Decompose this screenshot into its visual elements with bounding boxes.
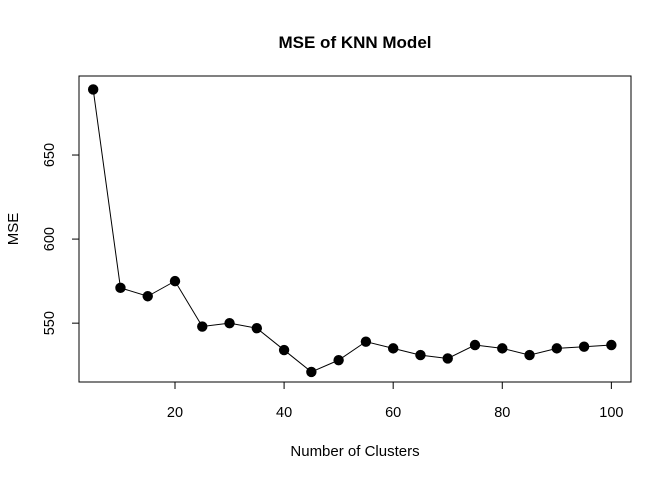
data-point — [551, 343, 563, 354]
x-tick-label: 40 — [276, 405, 292, 421]
x-tick-label: 20 — [167, 405, 183, 421]
x-tick-label: 60 — [385, 405, 401, 421]
x-tick-label: 100 — [599, 405, 623, 421]
x-tick-label: 80 — [494, 405, 510, 421]
data-point — [169, 275, 181, 287]
data-point — [251, 322, 263, 334]
data-point — [360, 336, 372, 347]
data-point — [115, 282, 126, 294]
y-axis-label: MSE — [5, 213, 22, 246]
x-axis-label: Number of Clusters — [290, 443, 419, 460]
y-tick-label: 550 — [42, 311, 58, 335]
y-tick-label: 650 — [42, 143, 58, 167]
data-point — [278, 344, 290, 356]
data-point — [415, 349, 426, 361]
series-line — [92, 89, 612, 373]
data-point — [142, 291, 153, 302]
data-point — [606, 339, 617, 351]
data-point — [306, 366, 317, 378]
x-axis: 20 40 60 80 100 — [167, 382, 623, 421]
data-point — [442, 353, 453, 364]
series-layer — [87, 84, 617, 378]
data-point — [578, 341, 590, 352]
data-point — [469, 339, 481, 351]
data-point — [524, 349, 535, 361]
data-point — [387, 343, 399, 354]
chart-title: MSE of KNN Model — [279, 33, 432, 52]
data-point — [497, 343, 508, 354]
data-point — [197, 321, 208, 332]
plot-frame — [78, 75, 632, 383]
data-point — [333, 354, 344, 366]
data-point — [87, 84, 99, 95]
y-tick-label: 600 — [42, 227, 58, 251]
data-point — [224, 317, 235, 329]
y-axis: 550 600 650 — [42, 143, 79, 335]
